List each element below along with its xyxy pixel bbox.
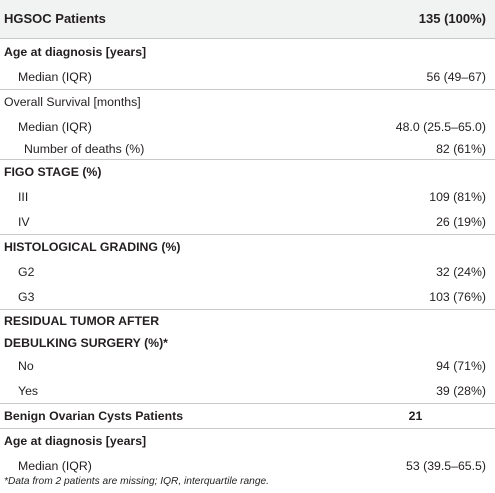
header-label: HGSOC Patients [0, 0, 336, 39]
row-label: Benign Ovarian Cysts Patients [0, 403, 336, 429]
table-row: III 109 (81%) [0, 185, 495, 210]
header-value: 135 (100%) [336, 0, 495, 39]
table-row: Median (IQR) 56 (49–67) [0, 64, 495, 90]
row-value: 26 (19%) [336, 209, 495, 235]
row-label: HISTOLOGICAL GRADING (%) [4, 240, 181, 255]
row-label: IV [0, 209, 336, 235]
table-row: RESIDUAL TUMOR AFTER [0, 310, 495, 333]
row-value [336, 90, 495, 115]
table-row: G2 32 (24%) [0, 260, 495, 285]
row-value: 48.0 (25.5–65.0) [395, 119, 486, 134]
row-value [336, 333, 495, 354]
row-label: Median (IQR) [18, 119, 92, 134]
table-row: Age at diagnosis [years] [0, 38, 495, 65]
row-value: 21 [336, 403, 495, 429]
row-value: 109 (81%) [429, 190, 486, 204]
row-label: No [18, 359, 34, 373]
row-value: 32 (24%) [436, 265, 486, 279]
row-value [336, 160, 495, 185]
row-label: Age at diagnosis [years] [4, 434, 147, 449]
patient-characteristics-table: HGSOC Patients 135 (100%) Age at diagnos… [0, 0, 495, 479]
row-label: III [18, 190, 29, 204]
row-value [336, 429, 495, 454]
table-row: Age at diagnosis [years] [0, 429, 495, 454]
table-row: FIGO STAGE (%) [0, 160, 495, 185]
table-header-row: HGSOC Patients 135 (100%) [0, 0, 495, 39]
table-row: Median (IQR) 53 (39.5–65.5) [0, 454, 495, 479]
row-label: Yes [0, 378, 336, 404]
row-value [336, 38, 495, 65]
table-footnote: *Data from 2 patients are missing; IQR, … [4, 476, 269, 487]
row-label: Number of deaths (%) [0, 138, 336, 160]
row-value [336, 235, 495, 260]
row-label: Median (IQR) [0, 64, 336, 90]
row-value: 94 (71%) [436, 359, 486, 373]
row-label: FIGO STAGE (%) [4, 165, 102, 180]
row-label: Median (IQR) [18, 459, 92, 473]
row-value: 103 (76%) [336, 284, 495, 310]
row-value: 82 (61%) [336, 138, 495, 160]
row-label: DEBULKING SURGERY (%)* [4, 336, 168, 350]
table-row: Median (IQR) 48.0 (25.5–65.0) [0, 115, 495, 139]
table-row: Yes 39 (28%) [0, 378, 495, 404]
table-row: Number of deaths (%) 82 (61%) [0, 138, 495, 160]
row-label: RESIDUAL TUMOR AFTER [4, 314, 160, 329]
table-row: Benign Ovarian Cysts Patients 21 [0, 403, 495, 429]
row-label: Overall Survival [months] [4, 95, 141, 110]
table-row: No 94 (71%) [0, 354, 495, 379]
table-row: Overall Survival [months] [0, 90, 495, 115]
row-label: G3 [0, 284, 336, 310]
table-row: G3 103 (76%) [0, 284, 495, 310]
row-value: 39 (28%) [336, 378, 495, 404]
row-value: 56 (49–67) [336, 64, 495, 90]
row-label: Age at diagnosis [years] [0, 38, 336, 65]
table-row: DEBULKING SURGERY (%)* [0, 333, 495, 354]
row-value: 53 (39.5–65.5) [406, 459, 486, 473]
table-row: HISTOLOGICAL GRADING (%) [0, 235, 495, 260]
row-value [336, 310, 495, 333]
row-label: G2 [18, 265, 35, 279]
table-row: IV 26 (19%) [0, 209, 495, 235]
